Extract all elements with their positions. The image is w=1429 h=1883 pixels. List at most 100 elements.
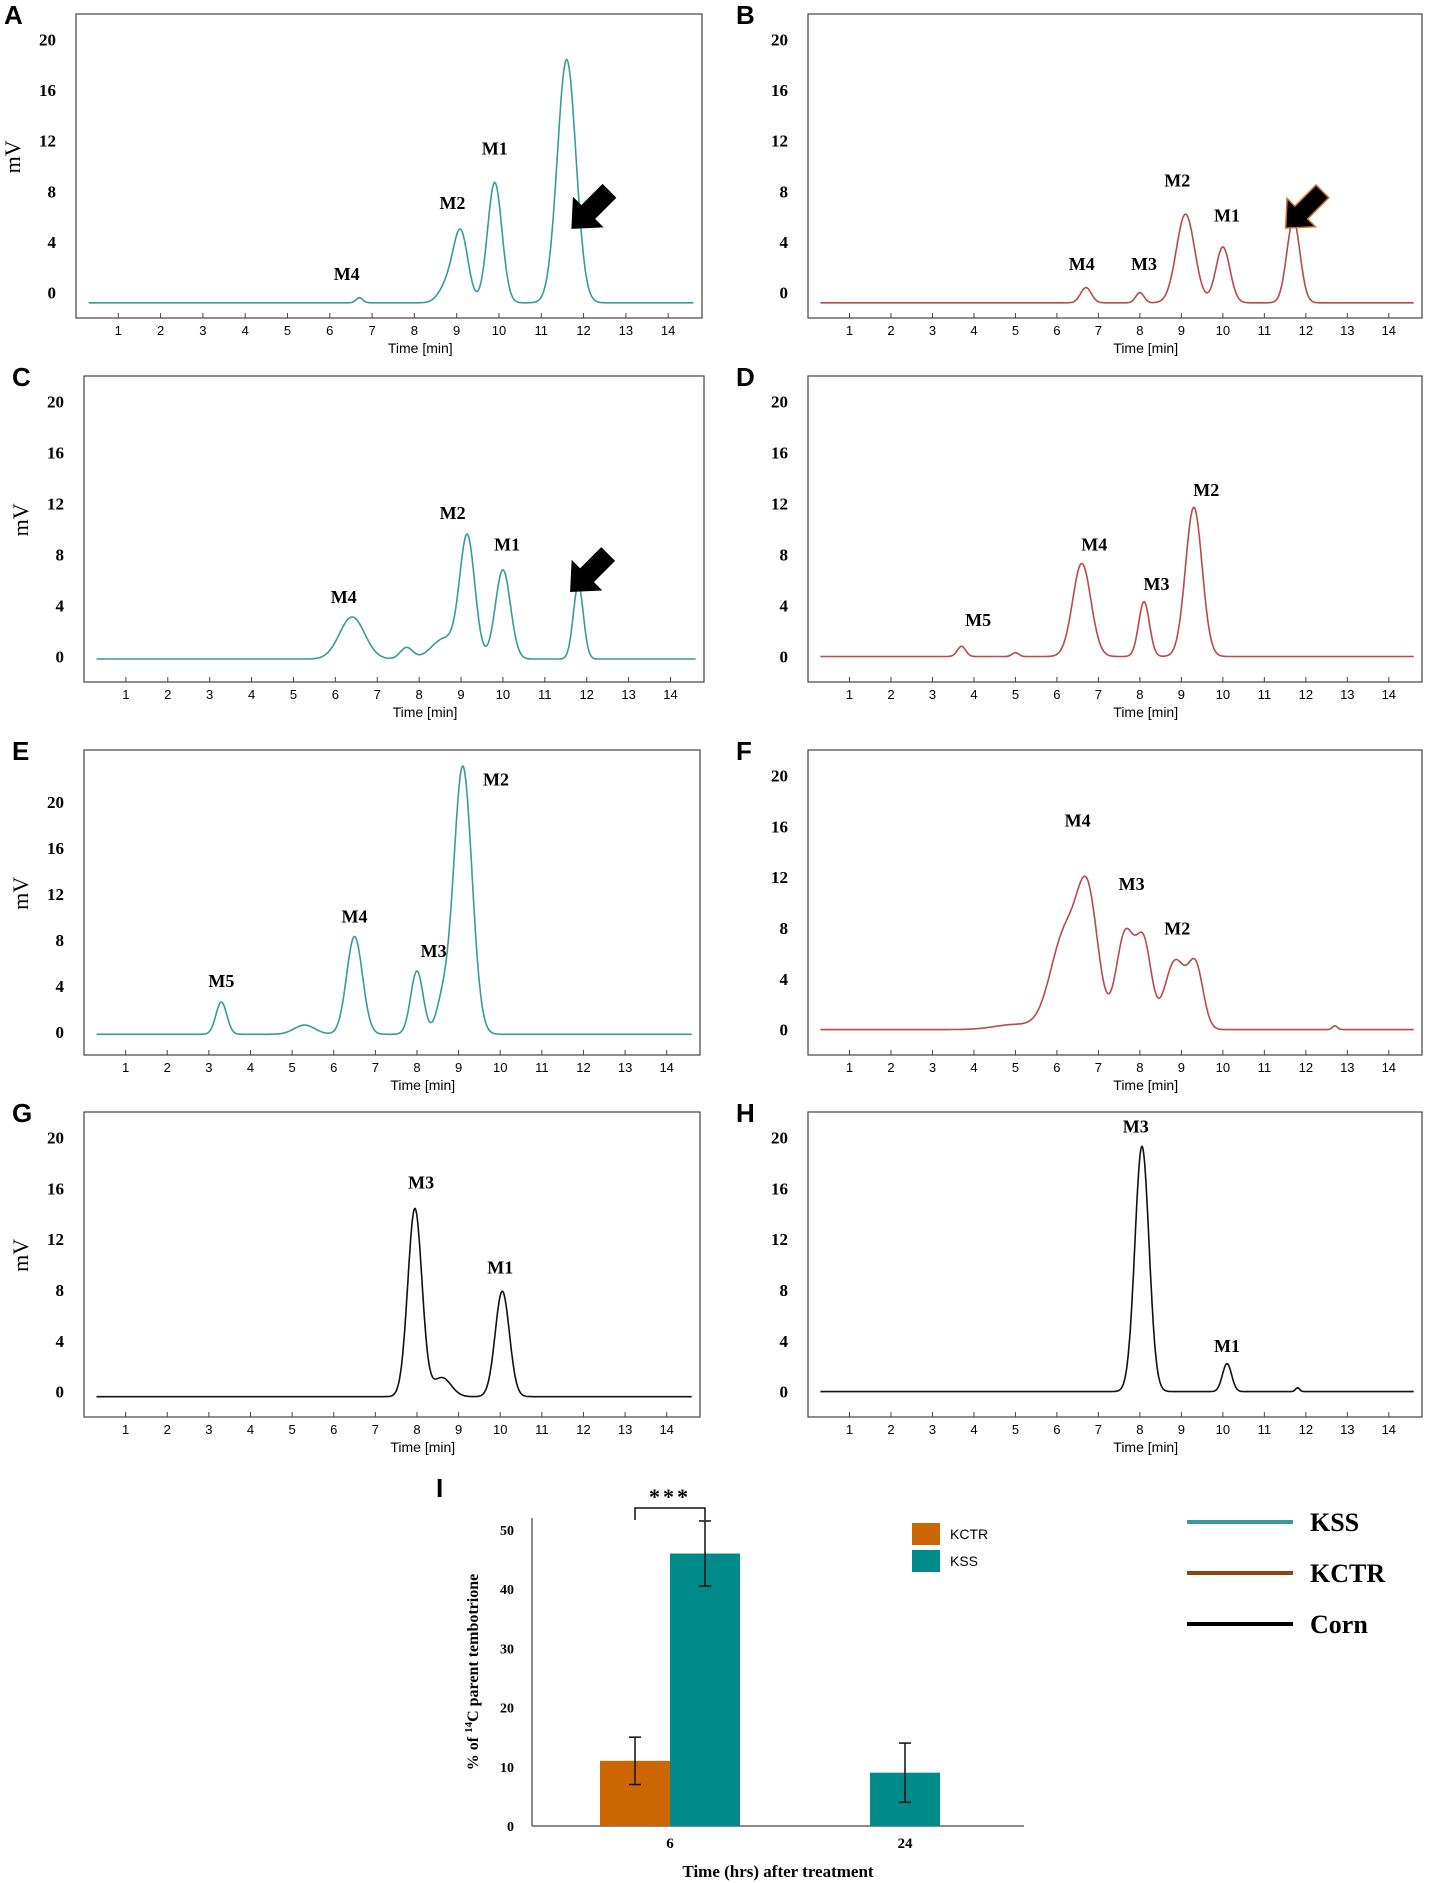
x-axis-label: Time (hrs) after treatment: [682, 1862, 874, 1881]
x-tick-label: 13: [1340, 323, 1354, 338]
chromatogram-trace: [96, 1207, 692, 1398]
x-tick-label: 14: [663, 687, 677, 702]
y-tick-label: 4: [780, 1332, 789, 1351]
x-tick-label: 13: [618, 1422, 632, 1437]
x-tick-label: 4: [970, 1060, 977, 1075]
x-tick-label: 13: [618, 1060, 632, 1075]
legend-label: KSS: [950, 1553, 978, 1569]
y-tick-label: 40: [500, 1583, 514, 1598]
arrow-shape: [570, 547, 616, 593]
x-tick-label: 7: [374, 687, 381, 702]
x-tick-label: 1: [122, 1422, 129, 1437]
chromatogram-trace: [820, 875, 1414, 1031]
y-tick-label: 20: [47, 793, 64, 812]
y-axis-label: mV: [8, 503, 33, 536]
y-tick-label: 4: [780, 597, 789, 616]
x-tick-label: 12: [1299, 687, 1313, 702]
x-tick-label: 10: [1216, 1060, 1230, 1075]
plot-frame: [83, 1111, 701, 1418]
y-axis-label: mV: [0, 140, 25, 173]
y-tick-label: 8: [56, 1281, 65, 1300]
x-tick-label: 8: [413, 1060, 420, 1075]
legend-swatch-kctr: [912, 1523, 940, 1545]
x-tick-label: 13: [1340, 687, 1354, 702]
y-tick-label: 16: [771, 1179, 788, 1198]
x-axis-label: Time [min]: [390, 1077, 455, 1093]
x-tick-label: 6: [330, 1422, 337, 1437]
peak-label: M2: [1164, 170, 1190, 190]
y-tick-label: 0: [56, 1023, 65, 1042]
line-legend: KSS KCTR Corn: [1187, 1508, 1385, 1639]
arrow-shape: [1284, 183, 1330, 229]
y-tick-label: 12: [39, 132, 56, 151]
x-tick-label: 11: [1258, 1422, 1272, 1437]
arrow-shape: [571, 183, 617, 229]
panel-letter: F: [736, 736, 752, 766]
x-tick-label: 8: [411, 323, 418, 338]
plot-frame: [807, 1111, 1423, 1418]
peak-label: M4: [342, 907, 368, 927]
y-label-sup: 14: [463, 1721, 475, 1733]
x-tick-label: 11: [1258, 687, 1272, 702]
y-tick-label: 16: [771, 817, 788, 836]
y-label-pre: % of: [465, 1733, 482, 1770]
y-tick-label: 20: [47, 1128, 64, 1147]
peak-label: M1: [1214, 1336, 1240, 1356]
y-tick-label: 16: [47, 444, 64, 463]
y-tick-label: 12: [47, 1230, 64, 1249]
x-tick-label: 5: [288, 1422, 295, 1437]
x-tick-label: 14: [661, 323, 675, 338]
x-tick-label: 6: [1053, 1060, 1060, 1075]
y-tick-label: 16: [47, 1179, 64, 1198]
x-tick-label: 12: [1299, 1422, 1313, 1437]
x-tick-label: 7: [372, 1422, 379, 1437]
x-tick-label: 5: [288, 1060, 295, 1075]
panel-letter: H: [736, 1098, 755, 1128]
x-tick-label: 7: [1095, 687, 1102, 702]
x-tick-label: 8: [1136, 323, 1143, 338]
y-tick-label: 0: [48, 284, 57, 303]
x-axis-label: Time [min]: [390, 1439, 455, 1455]
y-tick-label: 12: [771, 1230, 788, 1249]
x-tick-label: 13: [1340, 1060, 1354, 1075]
x-tick-label: 1: [846, 323, 853, 338]
y-tick-label: 20: [771, 30, 788, 49]
x-tick-label: 8: [1136, 1422, 1143, 1437]
x-tick-label: 7: [1095, 323, 1102, 338]
x-tick-label: 7: [1095, 1422, 1102, 1437]
panel-letter: E: [12, 736, 29, 766]
peak-label: M1: [482, 139, 508, 159]
x-tick-label: 3: [205, 1060, 212, 1075]
x-tick-label: 11: [538, 687, 552, 702]
y-tick-label: 12: [771, 495, 788, 514]
x-tick-label: 6: [330, 1060, 337, 1075]
peak-label: M4: [334, 264, 360, 284]
x-tick-label: 7: [1095, 1060, 1102, 1075]
x-tick-label: 14: [1382, 687, 1396, 702]
peak-label: M1: [487, 1257, 513, 1277]
x-tick-label: 8: [413, 1422, 420, 1437]
y-tick-label: 20: [771, 1128, 788, 1147]
x-tick-label: 10: [1216, 323, 1230, 338]
y-tick-label: 4: [48, 233, 57, 252]
peak-label: M4: [1069, 254, 1095, 274]
y-tick-label: 8: [780, 1281, 789, 1300]
y-tick-label: 16: [771, 81, 788, 100]
x-tick-label: 4: [970, 1422, 977, 1437]
x-tick-label: 14: [1382, 1060, 1396, 1075]
legend-label: Corn: [1310, 1610, 1368, 1639]
panel-letter: D: [736, 362, 755, 392]
x-tick-label: 4: [248, 687, 255, 702]
x-tick-label: 9: [1178, 1060, 1185, 1075]
peak-label: M3: [1143, 574, 1169, 594]
peak-label: M3: [421, 941, 447, 961]
legend-swatch-kss: [912, 1550, 940, 1572]
x-axis-label: Time [min]: [1113, 704, 1178, 720]
x-tick-label: 9: [457, 687, 464, 702]
y-tick-label: 30: [500, 1642, 514, 1657]
x-axis-label: Time [min]: [388, 340, 453, 356]
